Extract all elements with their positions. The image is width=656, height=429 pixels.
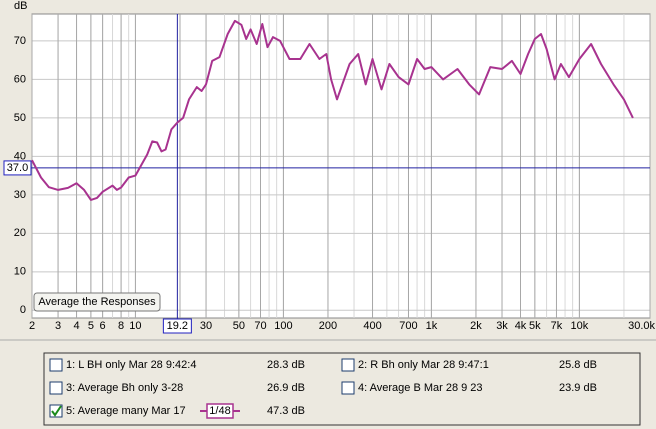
- smoothing-label[interactable]: 1/48: [209, 405, 230, 417]
- plot-area: [31, 13, 651, 319]
- legend-label[interactable]: 2: R Bh only Mar 28 9:47:1: [358, 359, 489, 371]
- cursor-x-box: [162, 318, 192, 334]
- x-tick-label: 400: [363, 320, 381, 332]
- response-line: [31, 19, 634, 201]
- x-tick-label: 7k: [551, 320, 563, 332]
- legend-level: 47.3 dB: [267, 405, 305, 417]
- y-tick-label: 20: [14, 227, 26, 239]
- x-tick-label: 5k: [529, 320, 541, 332]
- cursor-y-label: 37.0: [7, 162, 28, 174]
- legend-level: 26.9 dB: [267, 382, 305, 394]
- legend-check[interactable]: [51, 405, 62, 417]
- legend-label[interactable]: 1: L BH only Mar 28 9:42:4: [66, 359, 196, 371]
- legend-checkbox[interactable]: [49, 358, 63, 372]
- average-button[interactable]: [33, 292, 161, 312]
- x-tick-label: 30.0k: [628, 320, 655, 332]
- x-tick-label: 1k: [426, 320, 438, 332]
- x-tick-label: 70: [254, 320, 266, 332]
- x-tick-label: 4: [73, 320, 79, 332]
- y-tick-label: 40: [14, 150, 26, 162]
- legend-level: 28.3 dB: [267, 359, 305, 371]
- legend-checkbox[interactable]: [49, 381, 63, 395]
- x-tick-label: 10k: [571, 320, 589, 332]
- legend-level: 25.8 dB: [559, 359, 597, 371]
- cursor-y-box: [3, 160, 32, 176]
- y-tick-label: 0: [20, 304, 26, 316]
- x-tick-label: 3k: [496, 320, 508, 332]
- y-unit: dB: [14, 0, 27, 12]
- smoothing-box[interactable]: [206, 403, 234, 419]
- x-tick-label: 30: [200, 320, 212, 332]
- y-tick-label: 60: [14, 73, 26, 85]
- x-tick-label: 200: [319, 320, 337, 332]
- x-tick-label: 50: [233, 320, 245, 332]
- legend-label[interactable]: 4: Average B Mar 28 9 23: [358, 382, 483, 394]
- legend-label[interactable]: 3: Average Bh only 3-28: [66, 382, 183, 394]
- x-tick-label: 2: [29, 320, 35, 332]
- x-tick-label: 2k: [470, 320, 482, 332]
- average-button-label[interactable]: Average the Responses: [38, 296, 156, 308]
- legend-label[interactable]: 5: Average many Mar 17: [66, 405, 186, 417]
- legend-checkbox[interactable]: [341, 381, 355, 395]
- x-tick-label: 10: [129, 320, 141, 332]
- x-tick-label: 5: [88, 320, 94, 332]
- y-tick-label: 50: [14, 112, 26, 124]
- x-tick-label: 4k: [515, 320, 527, 332]
- y-tick-label: 10: [14, 266, 26, 278]
- y-tick-label: 70: [14, 35, 26, 47]
- x-tick-label: 100: [274, 320, 292, 332]
- y-tick-label: 30: [14, 189, 26, 201]
- x-tick-label: 6: [100, 320, 106, 332]
- legend-level: 23.9 dB: [559, 382, 597, 394]
- x-tick-label: 8: [118, 320, 124, 332]
- x-tick-label: 3: [55, 320, 61, 332]
- x-tick-label: 700: [399, 320, 417, 332]
- legend-checkbox[interactable]: [341, 358, 355, 372]
- cursor-x-label: 19.2: [167, 320, 188, 332]
